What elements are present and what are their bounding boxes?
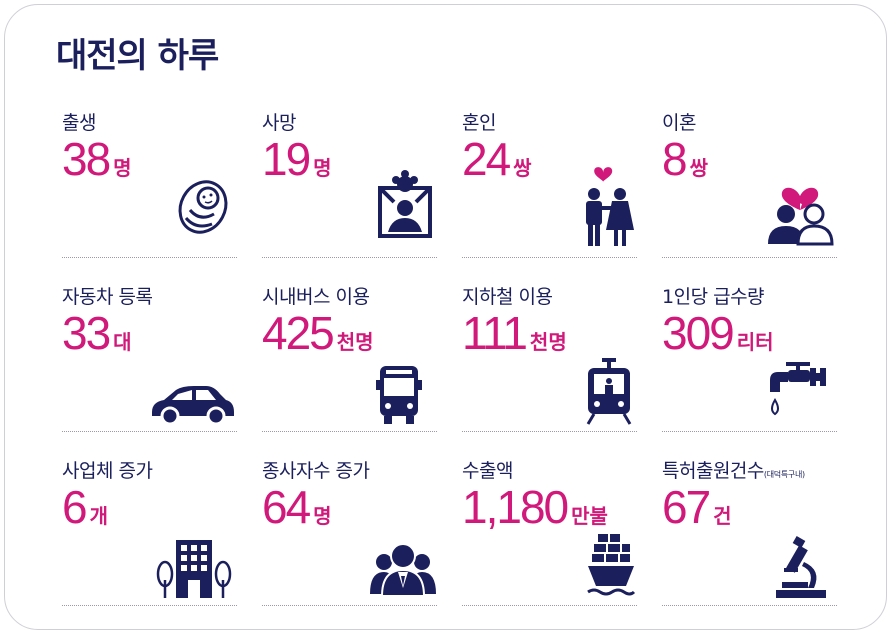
stat-number: 19	[262, 133, 311, 185]
dotted-divider	[662, 605, 837, 606]
stat-city-bus: 시내버스 이용 425 천명	[262, 282, 437, 432]
dotted-divider	[662, 431, 837, 432]
stat-number: 1,180	[462, 481, 569, 533]
dotted-divider	[262, 605, 437, 606]
stat-label: 사업체 증가	[62, 460, 153, 482]
stat-employee-increase: 종사자수 증가 64 명	[262, 456, 437, 606]
stat-number: 309	[662, 307, 735, 359]
stat-patent-applications: 특허출원건수(대덕특구내) 67 건	[662, 456, 837, 606]
dotted-divider	[462, 257, 637, 258]
stat-unit: 리터	[736, 330, 774, 354]
stat-value: 111 천명	[462, 306, 567, 360]
workers-icon	[370, 543, 436, 597]
dotted-divider	[262, 257, 437, 258]
stat-label: 1인당 급수량	[662, 286, 765, 308]
dotted-divider	[62, 257, 237, 258]
dotted-divider	[662, 257, 837, 258]
baby-icon	[178, 180, 228, 234]
cargo-ship-icon	[587, 534, 636, 596]
stat-label: 사망	[262, 112, 296, 134]
stat-unit: 개	[89, 504, 108, 528]
stat-car-registration: 자동차 등록 33 대	[62, 282, 237, 432]
stat-number: 64	[262, 481, 311, 533]
stat-unit: 쌍	[513, 156, 532, 180]
infographic-card	[4, 4, 887, 630]
bus-icon	[376, 366, 422, 424]
microscope-icon	[776, 536, 826, 598]
stat-label: 시내버스 이용	[262, 286, 370, 308]
stat-label: 이혼	[662, 112, 696, 134]
stat-number: 111	[462, 307, 528, 359]
stat-births: 출생 38 명	[62, 108, 237, 258]
stat-number: 33	[62, 307, 111, 359]
stat-value: 1,180 만불	[462, 480, 608, 534]
stat-unit: 쌍	[689, 156, 708, 180]
page-title: 대전의 하루	[56, 36, 219, 76]
stat-subway: 지하철 이용 111 천명	[462, 282, 637, 432]
broken-heart-couple-icon	[768, 187, 834, 246]
stat-value: 64 명	[262, 480, 332, 534]
dotted-divider	[62, 605, 237, 606]
stat-label: 특허출원건수(대덕특구내)	[662, 456, 805, 483]
stat-label-text: 특허출원건수	[662, 460, 764, 482]
stat-unit: 천명	[336, 330, 374, 354]
stat-unit: 명	[313, 156, 332, 180]
stat-value: 425 천명	[262, 306, 374, 360]
stat-value: 67 건	[662, 480, 732, 534]
stat-unit: 대	[113, 330, 132, 354]
stat-number: 67	[662, 481, 711, 533]
stat-number: 8	[662, 133, 688, 185]
couple-icon	[586, 167, 634, 246]
stat-unit: 건	[713, 504, 732, 528]
dotted-divider	[62, 431, 237, 432]
stat-number: 6	[62, 481, 88, 533]
stat-label: 종사자수 증가	[262, 460, 370, 482]
stat-label: 지하철 이용	[462, 286, 553, 308]
car-icon	[152, 386, 234, 426]
stat-value: 24 쌍	[462, 132, 532, 186]
memorial-portrait-icon	[378, 170, 432, 238]
stat-value: 19 명	[262, 132, 332, 186]
stat-label: 출생	[62, 112, 96, 134]
building-icon	[156, 540, 232, 598]
stat-unit: 만불	[571, 504, 608, 528]
stat-water-per-person: 1인당 급수량 309 리터	[662, 282, 837, 432]
stat-value: 309 리터	[662, 306, 774, 360]
stat-marriages: 혼인 24 쌍	[462, 108, 637, 258]
stat-unit: 명	[113, 156, 132, 180]
dotted-divider	[462, 605, 637, 606]
stat-exports: 수출액 1,180 만불	[462, 456, 637, 606]
stat-number: 425	[262, 307, 335, 359]
dotted-divider	[262, 431, 437, 432]
stat-label: 수출액	[462, 460, 513, 482]
stat-unit: 명	[313, 504, 332, 528]
stat-label: 혼인	[462, 112, 496, 134]
stat-number: 24	[462, 133, 511, 185]
subway-icon	[586, 358, 632, 425]
stat-value: 33 대	[62, 306, 132, 360]
stat-unit: 천명	[529, 330, 567, 354]
stat-label-note: (대덕특구내)	[763, 470, 805, 479]
stat-value: 38 명	[62, 132, 132, 186]
dotted-divider	[462, 431, 637, 432]
faucet-icon	[770, 362, 826, 416]
stat-label: 자동차 등록	[62, 286, 153, 308]
stat-deaths: 사망 19 명	[262, 108, 437, 258]
stat-number: 38	[62, 133, 111, 185]
